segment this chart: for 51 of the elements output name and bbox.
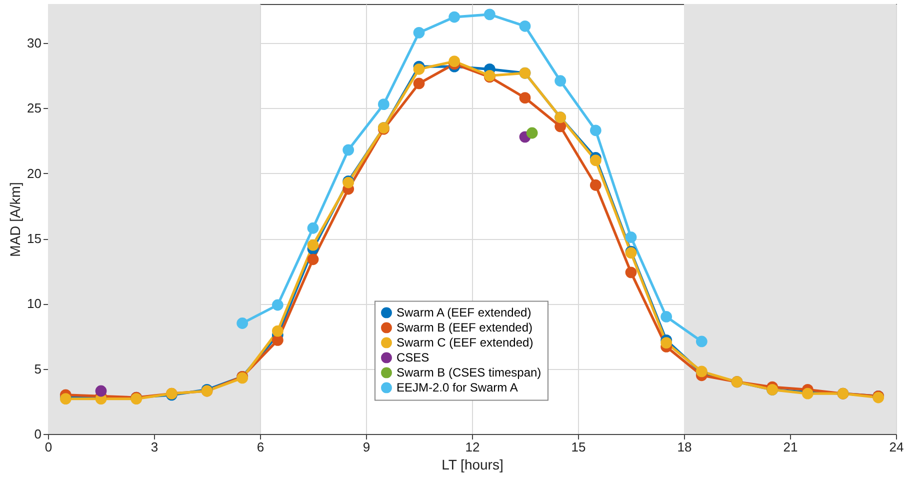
x-tick-label: 12 [465,440,480,454]
point [272,299,284,311]
y-tick-label: 25 [27,100,42,116]
point [342,144,354,156]
point [625,232,637,243]
point [526,127,538,139]
point [519,20,531,32]
y-tick-label: 0 [34,426,42,442]
point [484,8,496,20]
x-tick-label: 6 [256,440,264,454]
point [660,337,672,348]
x-tick-label: 3 [150,440,158,454]
legend-label: Swarm B (CSES timespan) [396,366,542,380]
point [307,239,319,251]
point [590,154,602,166]
point [413,78,425,90]
x-tick-label: 15 [571,440,586,454]
point [696,336,708,348]
x-tick-label: 9 [362,440,370,454]
y-axis-title: MAD [A/km] [7,182,24,257]
legend-label: CSES [396,350,430,365]
y-tick-label: 15 [27,231,42,246]
x-axis-title: LT [hours] [442,456,504,472]
legend-label: Swarm A (EEF extended) [396,306,532,320]
x-tick-label: 18 [677,440,692,454]
x-tick-label: 0 [44,440,52,454]
point [448,11,460,23]
point [554,120,566,132]
y-tick-label: 30 [27,36,42,51]
point [413,26,425,38]
y-tick-label: 20 [27,166,42,181]
point [554,75,566,87]
point [660,311,672,322]
point [519,92,531,104]
point [413,63,425,75]
point [590,124,602,136]
point [448,56,460,68]
y-tick-label: 5 [34,361,42,376]
point [590,179,602,191]
point [307,222,319,234]
point [236,318,248,329]
y-tick-label: 10 [27,296,42,312]
point [625,266,637,278]
legend-label: EEJM-2.0 for Swarm A [396,380,518,395]
x-tick-label: 24 [889,440,904,454]
legend-label: Swarm B (EEF extended) [396,320,533,335]
point [307,254,319,266]
point [378,98,390,110]
x-tick-label: 21 [783,440,798,454]
point [95,385,107,397]
legend-label: Swarm C (EEF extended) [396,336,534,350]
